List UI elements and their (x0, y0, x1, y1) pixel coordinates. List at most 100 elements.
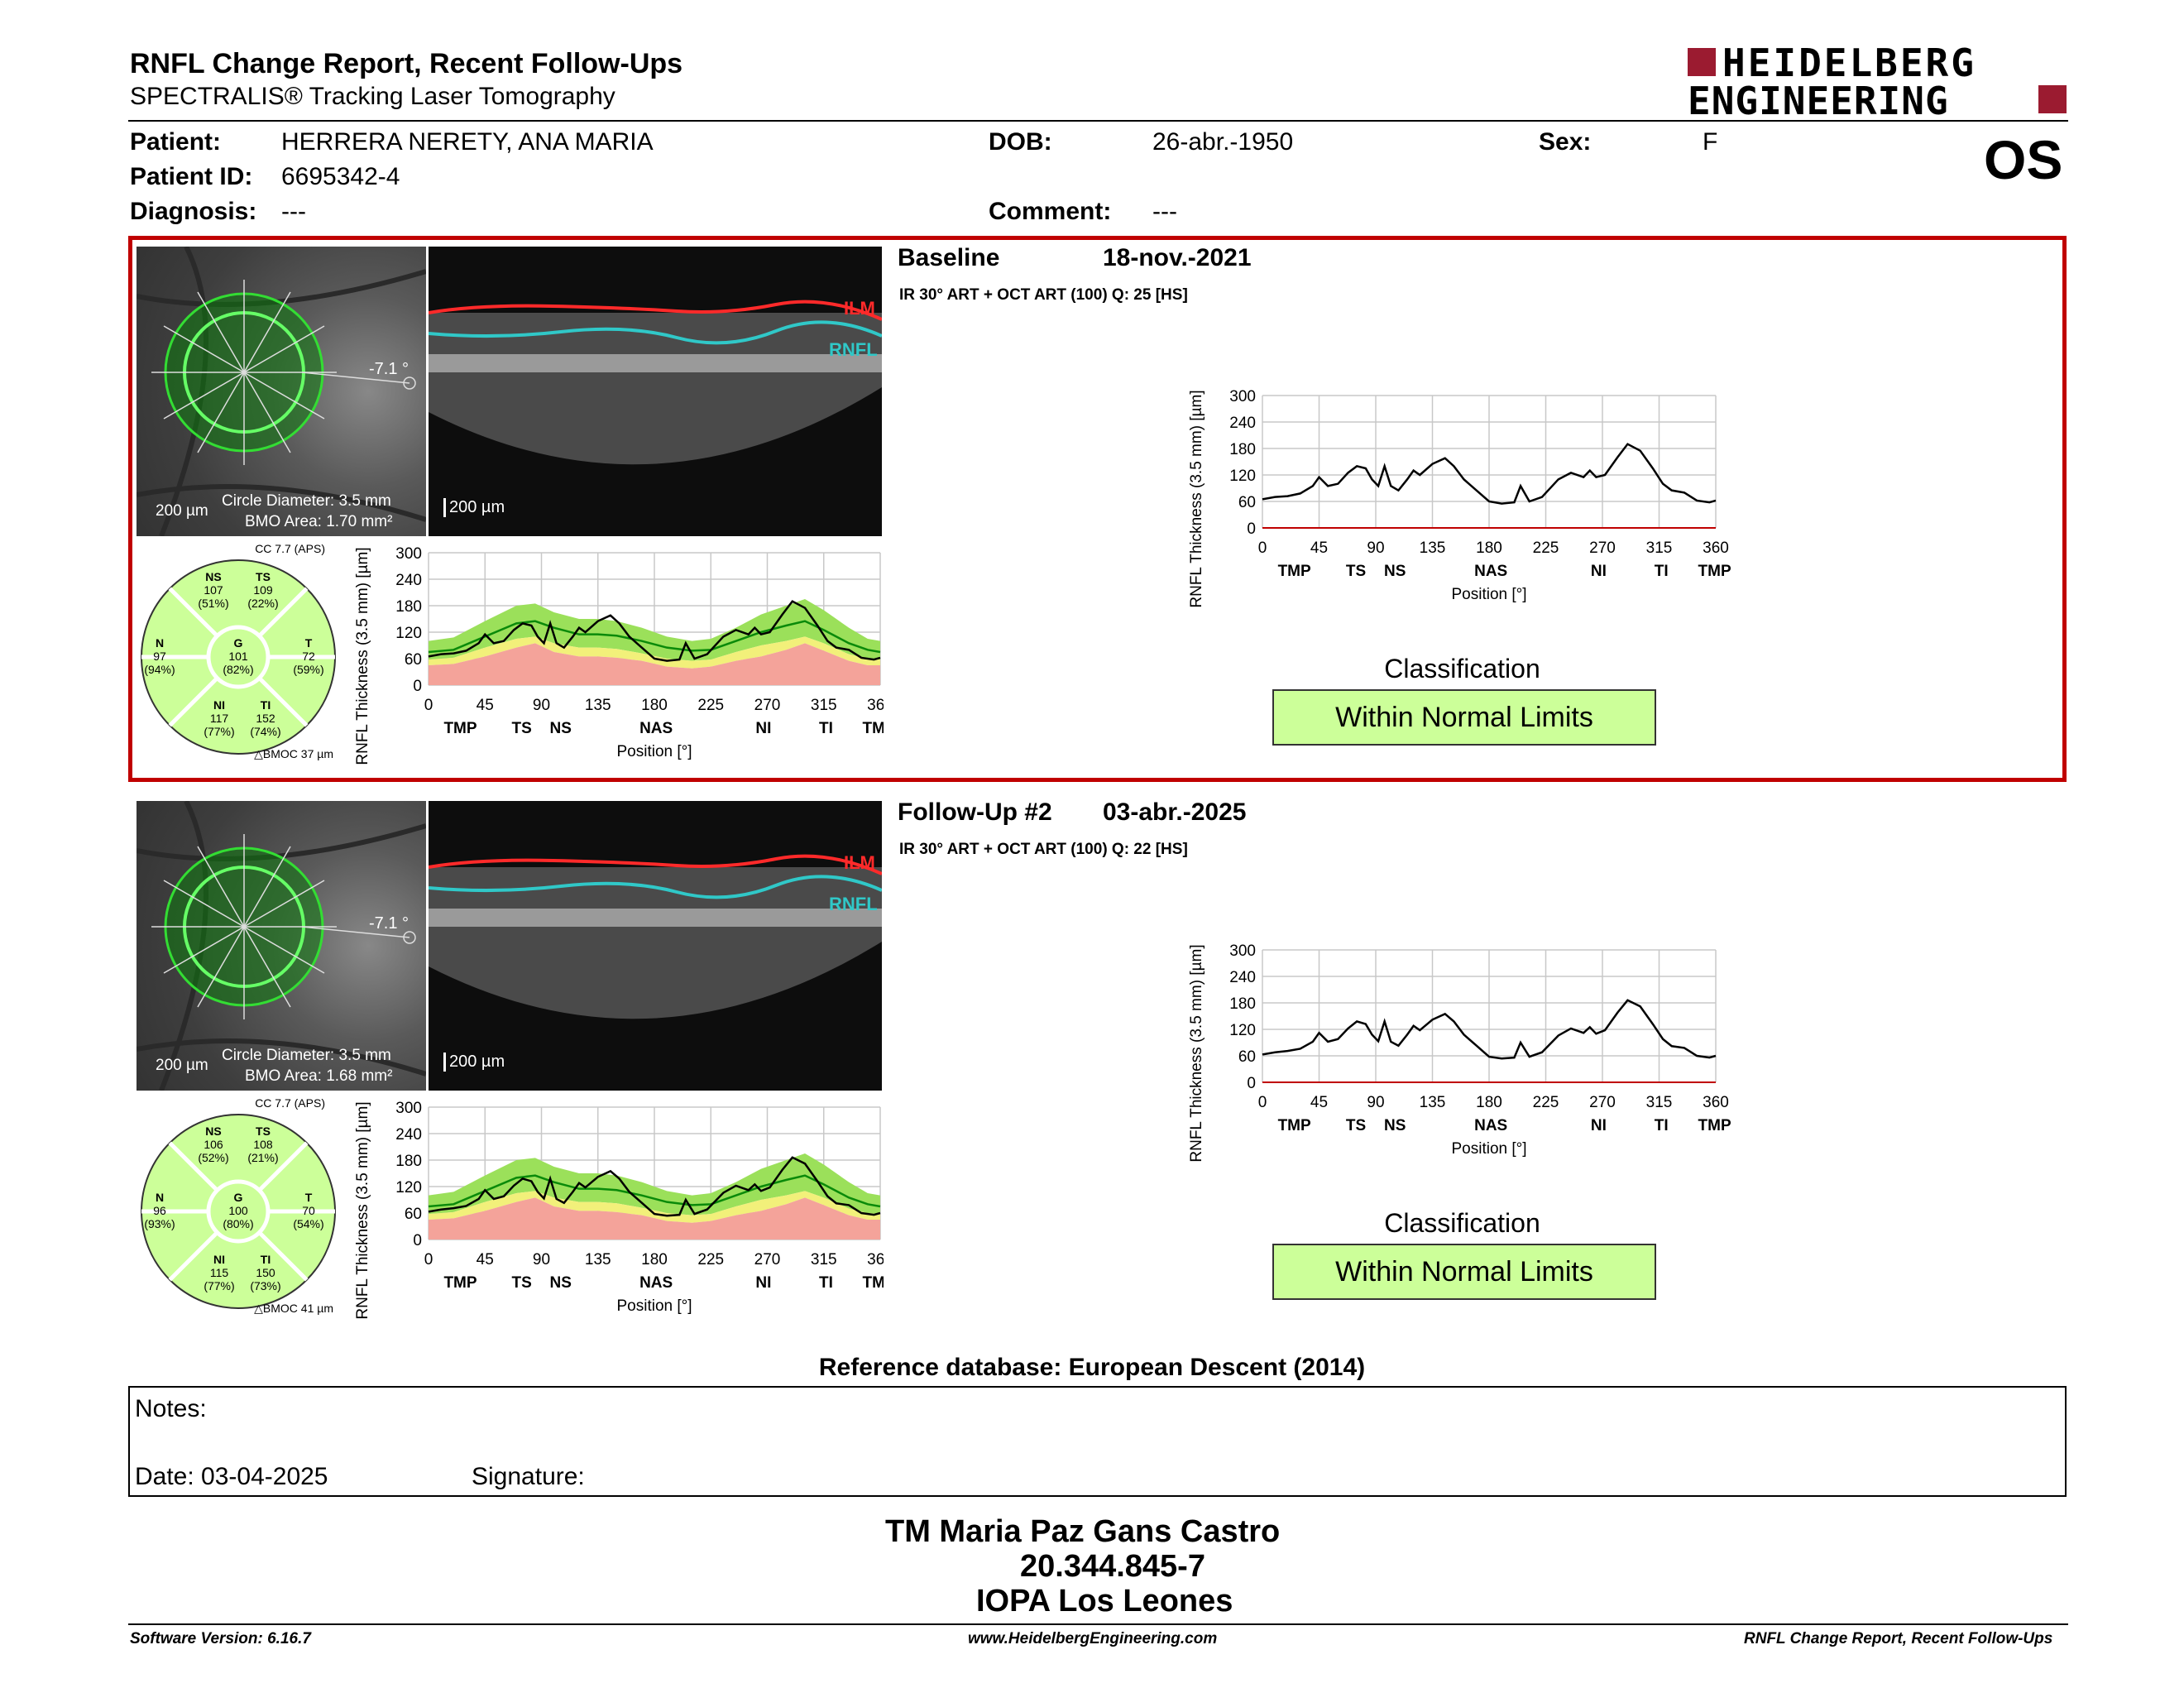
sex-value: F (1703, 128, 1718, 156)
change-chart-y-tick-label: 60 (1238, 1048, 1256, 1066)
sector-t-percentile: (54%) (293, 1217, 323, 1230)
date-label: Date: 03-04-2025 (135, 1463, 328, 1490)
ilm-label: ILM (844, 852, 875, 873)
change-chart-x-tick-label: 180 (1476, 1094, 1502, 1111)
normative-chart-sector-label: NI (755, 1274, 771, 1292)
bmo-area-label: BMO Area: 1.70 mm² (245, 513, 393, 530)
radial-scan-line (243, 880, 325, 928)
scan-info: IR 30° ART + OCT ART (100) Q: 25 [HS] (899, 286, 1188, 304)
normative-chart-y-tick-label: 0 (413, 1232, 422, 1249)
normative-chart-x-axis-label: Position [°] (616, 1297, 692, 1315)
change-chart-y-tick-label: 120 (1229, 1022, 1256, 1039)
radial-scan-line (243, 926, 325, 974)
change-chart-y-tick-label: 60 (1238, 494, 1256, 511)
sector-n-percentile: (93%) (144, 1217, 175, 1230)
bmo-area-label: BMO Area: 1.68 mm² (245, 1067, 393, 1085)
change-chart-sector-label: NAS (1474, 563, 1507, 580)
normative-thickness-chart: 300 240 180 120 60 00 45 90 135 180 225 270 315 360 TM… (354, 1100, 884, 1320)
sector-ti-value: 150 (256, 1266, 275, 1279)
radial-scan-line (163, 880, 245, 928)
normative-chart-y-tick-label: 180 (395, 598, 422, 616)
notes-box (128, 1386, 2067, 1497)
change-chart-x-tick-label: 90 (1367, 1094, 1384, 1111)
sector-ni-percentile: (77%) (204, 725, 234, 738)
vessel-lower (136, 484, 426, 522)
normative-chart-x-axis-label: Position [°] (616, 743, 692, 760)
normative-chart-sector-label: NAS (639, 1274, 673, 1292)
vessel-upper (136, 823, 426, 861)
change-chart-y-tick-label: 0 (1247, 1075, 1256, 1092)
normative-chart-x-tick-label: 225 (697, 697, 724, 714)
change-chart-sector-label: TMP (1278, 563, 1311, 580)
change-chart-x-tick-label: 315 (1646, 1094, 1673, 1111)
radial-scan-line (243, 325, 325, 373)
normative-chart-sector-label: NI (755, 720, 771, 737)
classification-label: Classification (1384, 1208, 1540, 1238)
rnfl-boundary-line (429, 320, 882, 345)
sector-g-value: 101 (228, 650, 248, 663)
patient-id-label: Patient ID: (130, 163, 253, 190)
change-chart-patient-thickness-line (1262, 443, 1717, 505)
normative-chart-y-tick-label: 300 (395, 1100, 422, 1117)
change-chart-y-tick-label: 120 (1229, 468, 1256, 485)
change-thickness-chart: 300 240 180 120 60 00 45 90 135 180 225 270 315 360 TM… (1188, 942, 1731, 1163)
baseline-exam-section: -7.1 ° 200 µm Circle Diameter: 3.5 mm BMO A… (0, 240, 2184, 786)
radial-scan-line (243, 291, 291, 373)
normative-chart-x-tick-label: 315 (811, 697, 837, 714)
radial-scan-line (197, 846, 245, 928)
radial-scan-line (197, 291, 245, 373)
change-chart-sector-label: NS (1384, 563, 1406, 580)
normative-chart-sector-label: TI (819, 720, 833, 737)
comment-label: Comment: (989, 198, 1112, 225)
sector-ns-name: NS (205, 570, 221, 583)
change-chart-x-tick-label: 225 (1533, 539, 1559, 557)
dob-value: 26-abr.-1950 (1152, 128, 1294, 156)
angle-label: -7.1 ° (369, 914, 410, 933)
fundus-scale-label: 200 µm (156, 502, 208, 520)
change-chart-y-axis-label: RNFL Thickness (3.5 mm) [µm] (1188, 390, 1205, 607)
fundus-image (136, 247, 426, 536)
change-chart-sector-label: TI (1655, 563, 1669, 580)
logo-line1: HEIDELBERG (1722, 41, 1976, 85)
change-chart-sector-label: TMP (1698, 563, 1731, 580)
rnfl-boundary-line (429, 875, 882, 899)
fundus-scale-label: 200 µm (156, 1057, 208, 1074)
sector-ts-value: 108 (253, 1138, 273, 1151)
retina-tissue (429, 867, 882, 1019)
normative-chart-sector-label: NS (549, 1274, 571, 1292)
normative-chart-sector-label: TMP (863, 720, 884, 737)
change-chart-sector-label: TMP (1278, 1117, 1311, 1134)
normative-chart-y-tick-label: 300 (395, 545, 422, 563)
normative-chart-x-tick-label: 315 (811, 1251, 837, 1268)
sector-ns-name: NS (205, 1125, 221, 1138)
vessel-lower (136, 1038, 426, 1077)
footer-report-name: RNFL Change Report, Recent Follow-Ups (1744, 1630, 2053, 1647)
change-chart-x-axis-label: Position [°] (1451, 586, 1526, 603)
normative-chart-outside-band (429, 643, 880, 685)
classification-result: Within Normal Limits (1272, 689, 1656, 746)
normative-chart-y-tick-label: 60 (405, 1206, 422, 1223)
eye-label: OS (1984, 129, 2063, 190)
change-chart-sector-label: NAS (1474, 1117, 1507, 1134)
change-chart-sector-label: TS (1346, 1117, 1366, 1134)
change-chart-y-tick-label: 300 (1229, 388, 1256, 405)
radial-scan-line (243, 846, 291, 928)
website-link[interactable]: www.HeidelbergEngineering.com (968, 1630, 1218, 1647)
normative-chart-sector-label: NAS (639, 720, 673, 737)
pie-sector-divider (257, 587, 309, 638)
radial-scan-line (197, 372, 245, 453)
signature-label: Signature: (472, 1463, 585, 1490)
normative-chart-x-tick-label: 90 (533, 697, 550, 714)
ilm-boundary-line (429, 854, 882, 875)
radial-scan-line (243, 926, 291, 1008)
change-chart-sector-label: NS (1384, 1117, 1406, 1134)
cc-label: CC 7.7 (APS) (255, 1096, 325, 1110)
radial-scan-line (163, 926, 245, 974)
diagnosis-label: Diagnosis: (130, 198, 257, 225)
change-chart-x-axis-label: Position [°] (1451, 1140, 1526, 1158)
fundus-image (136, 801, 426, 1091)
change-chart-x-tick-label: 135 (1420, 539, 1446, 557)
angle-label: -7.1 ° (369, 360, 410, 378)
classification-result: Within Normal Limits (1272, 1244, 1656, 1300)
